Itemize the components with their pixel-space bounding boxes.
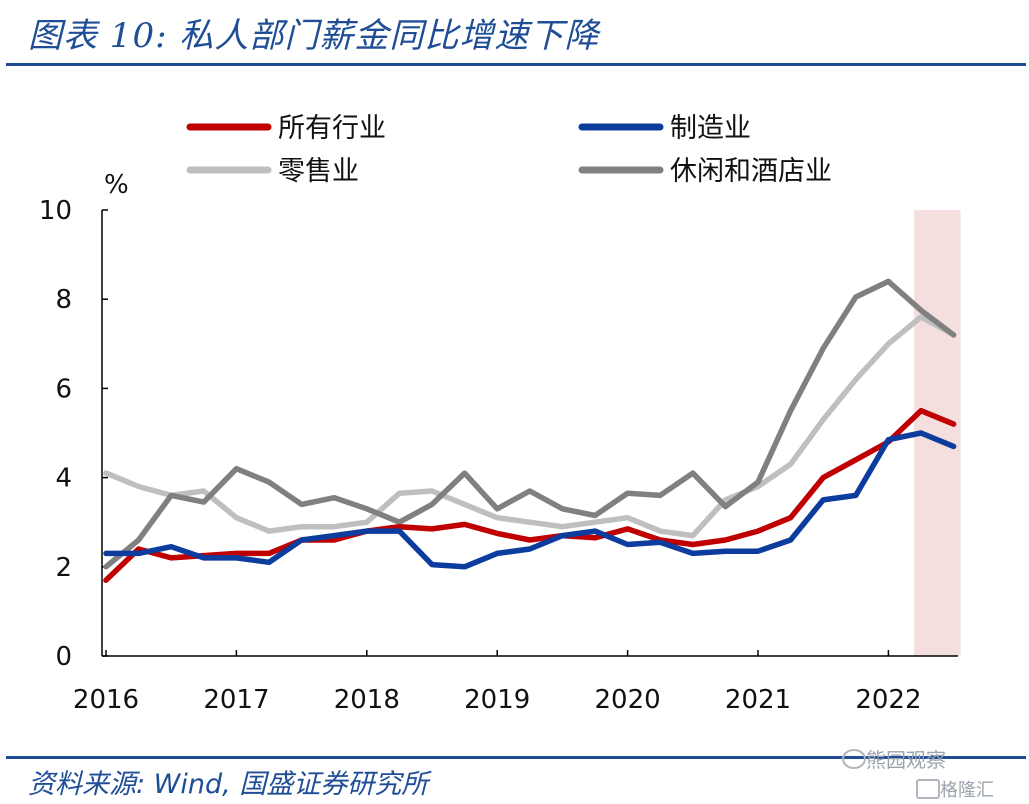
legend-label-0: 所有行业 — [278, 113, 386, 144]
title-divider — [6, 63, 1026, 66]
legend-label-3: 休闲和酒店业 — [670, 156, 832, 187]
x-tick-label: 2020 — [595, 685, 661, 715]
y-unit-label: % — [104, 170, 129, 200]
x-tick-label: 2022 — [855, 685, 921, 715]
y-tick-label: 10 — [39, 196, 72, 226]
x-tick-label: 2019 — [464, 685, 530, 715]
x-tick-label: 2018 — [334, 685, 400, 715]
gelonghui-logo-icon — [916, 779, 940, 799]
watermark-text-2: 格隆汇 — [940, 780, 994, 801]
series-line-2 — [103, 314, 957, 539]
y-tick-label: 6 — [55, 374, 72, 404]
figure-title: 图表 10: 私人部门薪金同比增速下降 — [28, 16, 600, 56]
source-note: 资料来源: Wind, 国盛证券研究所 — [28, 769, 429, 800]
watermark-text-1: 熊园观察 — [866, 748, 946, 772]
series-line-0 — [103, 407, 957, 583]
legend-label-2: 零售业 — [278, 156, 359, 187]
legend-label-1: 制造业 — [670, 113, 751, 144]
watermark-gelonghui: 格隆汇 — [916, 776, 994, 802]
series-lines — [103, 278, 957, 583]
series-line-3 — [103, 278, 957, 570]
source-divider — [6, 756, 1026, 759]
y-tick-label: 8 — [55, 285, 72, 315]
wechat-icon — [842, 749, 866, 769]
series-line-1 — [103, 430, 957, 570]
watermark-wechat: 熊园观察 — [842, 744, 946, 773]
x-tick-label: 2016 — [73, 685, 139, 715]
y-tick-label: 2 — [55, 553, 72, 583]
x-tick-label: 2017 — [203, 685, 269, 715]
x-tick-label: 2021 — [725, 685, 791, 715]
y-tick-label: 0 — [55, 642, 72, 672]
axes: 0 2 4 6 8 10 2016 2017 2018 2019 2020 2021 2022 — [39, 196, 958, 715]
y-tick-label: 4 — [55, 464, 72, 494]
